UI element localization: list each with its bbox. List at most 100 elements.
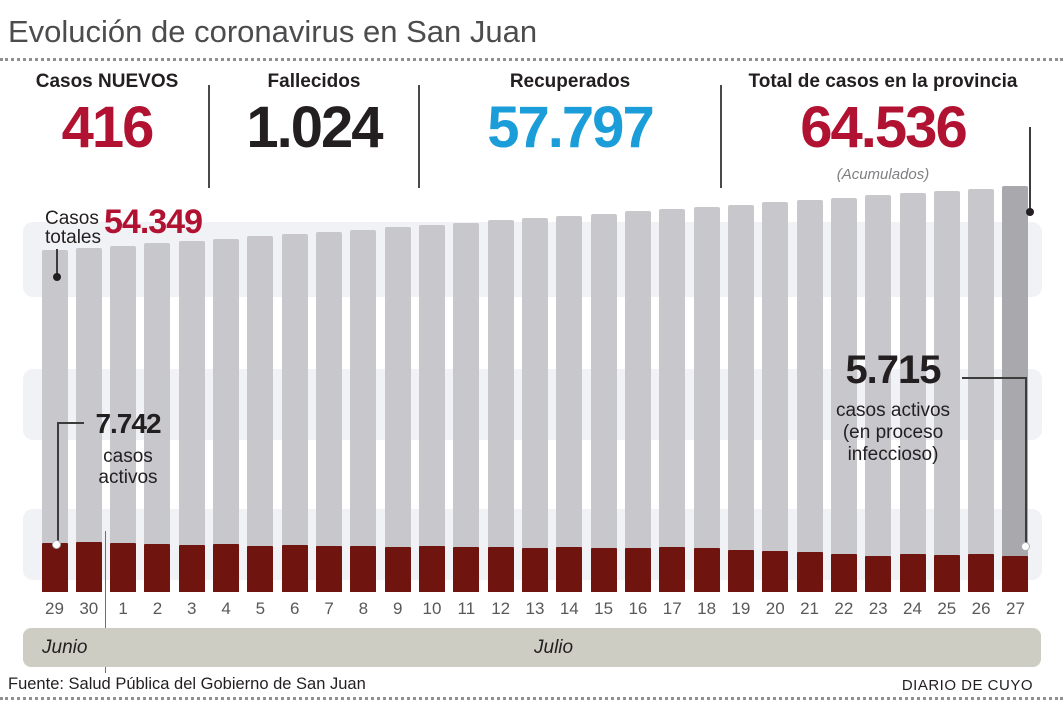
annotation-casos-activos-last: 5.715 casos activos (en proceso infeccio… bbox=[816, 348, 970, 466]
marker-dot bbox=[1021, 542, 1030, 551]
bar-casos-totales bbox=[693, 206, 720, 592]
x-tick-label: 12 bbox=[491, 599, 511, 618]
x-tick-label: 2 bbox=[152, 599, 163, 618]
stat-total-provincia: Total de casos en la provincia 64.536 (A… bbox=[722, 71, 1044, 191]
source-credit: Fuente: Salud Pública del Gobierno de Sa… bbox=[8, 675, 366, 693]
bar-casos-totales bbox=[624, 211, 651, 592]
x-tick-label: 5 bbox=[255, 599, 266, 618]
bar-casos-activos bbox=[727, 550, 754, 592]
stat-note: (Acumulados) bbox=[836, 166, 930, 183]
bar-casos-activos bbox=[796, 551, 823, 592]
bar-casos-totales bbox=[281, 234, 308, 592]
bar-casos-activos bbox=[144, 543, 171, 592]
bar-casos-totales bbox=[178, 240, 205, 592]
bar-casos-totales bbox=[1002, 186, 1029, 592]
bar-casos-activos bbox=[316, 546, 343, 592]
bar-casos-totales bbox=[247, 236, 274, 592]
month-separator-line bbox=[105, 531, 106, 673]
x-tick-label: 8 bbox=[358, 599, 369, 618]
bar-casos-totales bbox=[487, 220, 514, 592]
bar-casos-activos bbox=[865, 556, 892, 592]
bar-casos-activos bbox=[693, 548, 720, 592]
annotation-line: Casos bbox=[45, 208, 99, 229]
annotation-caption: casos activos (en proceso infeccioso) bbox=[816, 400, 970, 466]
stat-recuperados: Recuperados 57.797 bbox=[420, 71, 720, 191]
x-tick-label: 30 bbox=[79, 599, 99, 618]
bar-casos-activos bbox=[556, 547, 583, 592]
bar-casos-activos bbox=[75, 542, 102, 592]
bar-casos-activos bbox=[1002, 556, 1029, 592]
x-tick-label: 19 bbox=[731, 599, 751, 618]
annotation-casos-totales-value: 54.349 bbox=[104, 203, 203, 241]
bar-casos-totales bbox=[521, 218, 548, 592]
bar-casos-totales bbox=[350, 229, 377, 592]
marker-dot bbox=[52, 540, 61, 549]
x-tick-label: 13 bbox=[525, 599, 545, 618]
x-tick-label: 1 bbox=[118, 599, 128, 618]
stat-divider bbox=[418, 85, 420, 188]
annotation-value: 5.715 bbox=[845, 348, 941, 392]
annotation-line: activos bbox=[98, 467, 158, 488]
x-tick-label: 18 bbox=[697, 599, 717, 618]
bar-casos-activos bbox=[830, 554, 857, 592]
x-tick-label: 22 bbox=[834, 599, 854, 618]
x-tick-label: 7 bbox=[324, 599, 334, 618]
x-tick-label: 9 bbox=[392, 599, 403, 618]
stat-label: Total de casos en la provincia bbox=[748, 71, 1018, 92]
marker-dot bbox=[1026, 208, 1034, 216]
page-title: Evolución de coronavirus en San Juan bbox=[8, 14, 538, 49]
x-tick-label: 20 bbox=[765, 599, 785, 618]
bar-casos-totales bbox=[41, 250, 68, 592]
bar-casos-totales bbox=[213, 238, 240, 592]
annotation-line: (en proceso bbox=[842, 422, 944, 443]
stat-value: 64.536 bbox=[800, 95, 967, 160]
leader-line bbox=[1025, 377, 1027, 546]
publisher-credit: DIARIO DE CUYO bbox=[901, 677, 1033, 694]
x-tick-label: 11 bbox=[457, 599, 476, 618]
annotation-casos-activos-first: 7.742 casos activos bbox=[66, 408, 190, 488]
top-dotted-divider bbox=[0, 58, 1063, 61]
leader-line bbox=[57, 422, 59, 543]
bar-casos-totales bbox=[865, 195, 892, 592]
month-label-julio: Julio bbox=[534, 637, 574, 658]
annotation-line: totales bbox=[45, 227, 101, 248]
bar-casos-activos bbox=[487, 547, 514, 592]
bar-casos-totales bbox=[590, 213, 617, 592]
annotation-line: casos bbox=[103, 446, 153, 467]
leader-line bbox=[56, 249, 58, 275]
bar-casos-activos bbox=[762, 550, 789, 592]
x-tick-label: 21 bbox=[800, 599, 819, 618]
leader-line bbox=[1029, 127, 1031, 211]
x-tick-label: 25 bbox=[937, 599, 957, 618]
bar-casos-totales bbox=[556, 215, 583, 592]
bar-casos-totales bbox=[899, 193, 926, 592]
bar-casos-totales bbox=[75, 247, 102, 592]
x-tick-label: 16 bbox=[628, 599, 648, 618]
marker-dot bbox=[53, 273, 61, 281]
bar-casos-activos bbox=[968, 554, 995, 592]
bar-casos-activos bbox=[247, 546, 274, 592]
stat-divider bbox=[720, 85, 722, 188]
month-band bbox=[23, 628, 1041, 667]
bar-casos-totales bbox=[110, 245, 137, 592]
bottom-dotted-divider bbox=[0, 697, 1063, 700]
bar-casos-activos bbox=[281, 545, 308, 592]
x-tick-label: 4 bbox=[221, 599, 231, 618]
bar-casos-totales bbox=[316, 231, 343, 592]
bar-casos-activos bbox=[590, 548, 617, 592]
bar-casos-totales bbox=[796, 200, 823, 592]
bar-casos-activos bbox=[521, 548, 548, 592]
bar-casos-activos bbox=[659, 547, 686, 592]
stat-label: Casos NUEVOS bbox=[35, 71, 179, 92]
bar-casos-totales bbox=[144, 243, 171, 592]
bar-casos-activos bbox=[110, 542, 137, 592]
x-tick-label: 6 bbox=[290, 599, 300, 618]
bar-casos-activos bbox=[933, 555, 960, 592]
x-tick-label: 29 bbox=[45, 599, 64, 618]
leader-line bbox=[57, 422, 84, 424]
annotation-value: 7.742 bbox=[95, 408, 161, 439]
bar-casos-totales bbox=[933, 190, 960, 592]
x-tick-label: 14 bbox=[559, 599, 579, 618]
annotation-caption: casos activos bbox=[66, 446, 190, 488]
